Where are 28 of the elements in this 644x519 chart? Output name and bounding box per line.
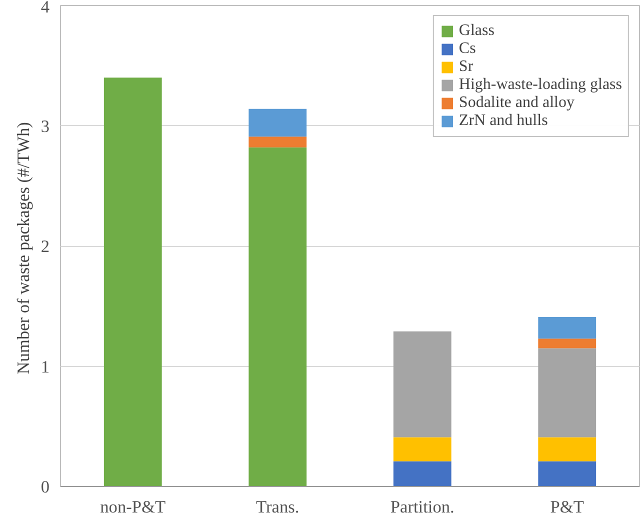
legend-label: ZrN and hulls <box>458 112 548 130</box>
bar <box>393 331 452 438</box>
x-tick-label: non-P&T <box>100 498 166 516</box>
legend-label: High-waste-loading glass <box>458 76 622 94</box>
x-tick-label: Trans. <box>256 498 300 516</box>
y-axis-title: Number of waste packages (#/TWh) <box>14 122 33 374</box>
y-tick-label: 3 <box>40 116 50 136</box>
bar <box>538 348 596 438</box>
legend-label: Sr <box>458 58 474 76</box>
y-tick-label: 1 <box>40 357 50 376</box>
bar <box>393 461 452 486</box>
y-tick-label: 0 <box>40 478 50 496</box>
y-tick-label: 2 <box>40 237 50 256</box>
bar <box>248 136 307 148</box>
bar <box>248 147 307 486</box>
bar <box>538 437 596 462</box>
bar <box>538 338 596 348</box>
bar <box>248 108 307 137</box>
legend-label: Glass <box>458 22 494 40</box>
bar <box>393 437 452 462</box>
bar <box>104 78 162 486</box>
x-tick-label: P&T <box>550 498 584 516</box>
legend-label: Cs <box>458 40 477 58</box>
x-tick-label: Partition. <box>390 498 454 516</box>
legend-label: Sodalite and alloy <box>458 94 574 112</box>
bar <box>538 461 596 486</box>
y-tick-label: 4 <box>40 0 50 16</box>
bar <box>538 316 596 339</box>
